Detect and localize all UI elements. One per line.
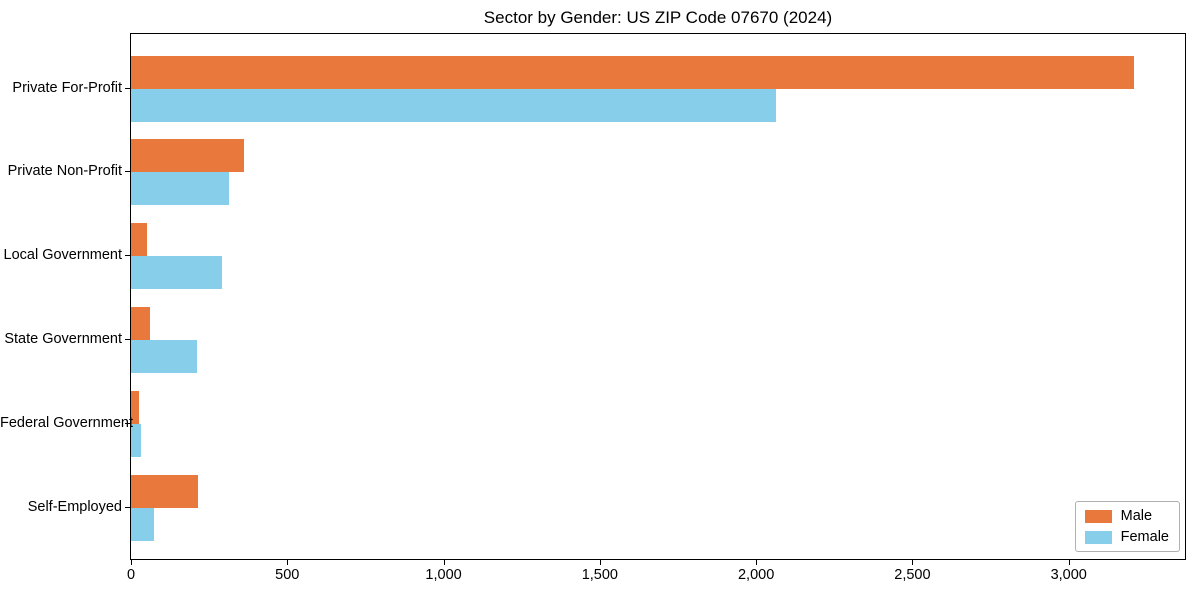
bar-female-local-government (131, 256, 222, 290)
bar-female-private-for-profit (131, 88, 776, 122)
bar-male-self-employed (131, 475, 198, 509)
bar-male-local-government (131, 223, 147, 257)
bar-female-federal-government (131, 424, 141, 458)
x-tick-label-2-000: 2,000 (737, 567, 775, 583)
x-tick-mark (443, 560, 445, 565)
legend: Male Female (1074, 501, 1180, 552)
x-tick-label-1-500: 1,500 (581, 567, 618, 583)
bar-female-self-employed (131, 508, 154, 542)
legend-swatch-female (1084, 530, 1112, 544)
legend-entry-female: Female (1084, 529, 1169, 545)
y-tick-label-private-non-profit: Private Non-Profit (7, 163, 122, 180)
bar-female-state-government (131, 340, 197, 374)
legend-entry-male: Male (1084, 508, 1169, 524)
y-tick-mark (125, 423, 130, 425)
chart-title: Sector by Gender: US ZIP Code 07670 (202… (483, 8, 833, 27)
x-tick-mark (599, 560, 601, 565)
x-tick-label-1-000: 1,000 (425, 567, 462, 583)
plot-area: Male Female (130, 33, 1186, 560)
bar-male-private-non-profit (131, 139, 244, 173)
legend-label-male: Male (1120, 508, 1153, 524)
y-tick-label-state-government: State Government (4, 331, 122, 348)
x-tick-label-500: 500 (275, 567, 300, 583)
y-tick-mark (125, 339, 130, 341)
x-tick-label-3-000: 3,000 (1050, 567, 1087, 583)
x-tick-label-2-500: 2,500 (894, 567, 931, 583)
y-tick-label-federal-government: Federal Government (0, 415, 133, 432)
x-tick-mark (1068, 560, 1070, 565)
bar-male-state-government (131, 307, 150, 341)
x-tick-mark (131, 560, 132, 565)
x-tick-mark (287, 560, 289, 565)
x-tick-label-0: 0 (126, 567, 136, 583)
y-tick-mark (125, 171, 130, 173)
y-tick-mark (125, 255, 130, 257)
y-tick-mark (125, 87, 130, 89)
legend-swatch-male (1084, 509, 1112, 523)
x-tick-mark (756, 560, 758, 565)
bar-male-private-for-profit (131, 55, 1134, 89)
bar-male-federal-government (131, 391, 139, 425)
bar-female-private-non-profit (131, 172, 229, 206)
y-tick-label-private-for-profit: Private For-Profit (12, 79, 122, 96)
y-tick-label-local-government: Local Government (3, 247, 122, 264)
x-tick-mark (912, 560, 914, 565)
y-tick-mark (125, 507, 130, 509)
y-tick-label-self-employed: Self-Employed (27, 499, 122, 516)
legend-label-female: Female (1120, 529, 1169, 545)
